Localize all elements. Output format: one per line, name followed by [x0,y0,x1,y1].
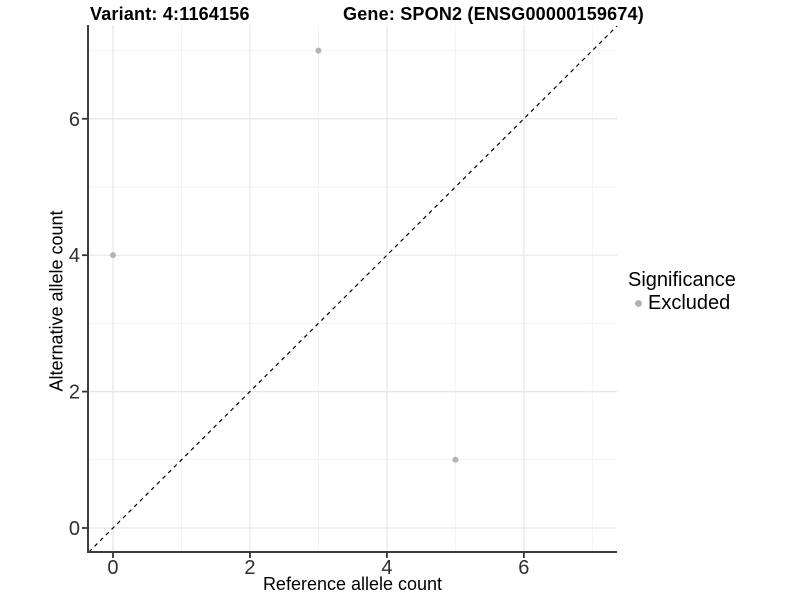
y-tick-label: 6 [69,109,80,131]
x-tick-label: 4 [381,557,392,579]
x-tick-label: 6 [518,557,529,579]
gene-title: Gene: SPON2 (ENSG00000159674) [343,4,644,24]
variant-title: Variant: 4:1164156 [90,4,250,24]
legend-entry-excluded: Excluded [628,293,736,313]
data-point [452,456,459,463]
identity-reference-line [88,25,618,553]
legend-point-icon [635,299,642,307]
y-tick-label: 4 [69,245,80,267]
x-tick-label: 0 [107,557,118,579]
y-tick-label: 0 [69,518,80,540]
data-point [109,252,116,259]
data-point [315,47,322,54]
x-tick-label: 2 [244,557,255,579]
legend-title: Significance [628,269,736,291]
legend: Significance Excluded [628,269,736,313]
y-axis-title: Alternative allele count [46,210,67,392]
x-axis-title: Reference allele count [262,574,443,594]
y-tick-label: 2 [69,382,80,404]
legend-entry-label: Excluded [648,292,731,314]
